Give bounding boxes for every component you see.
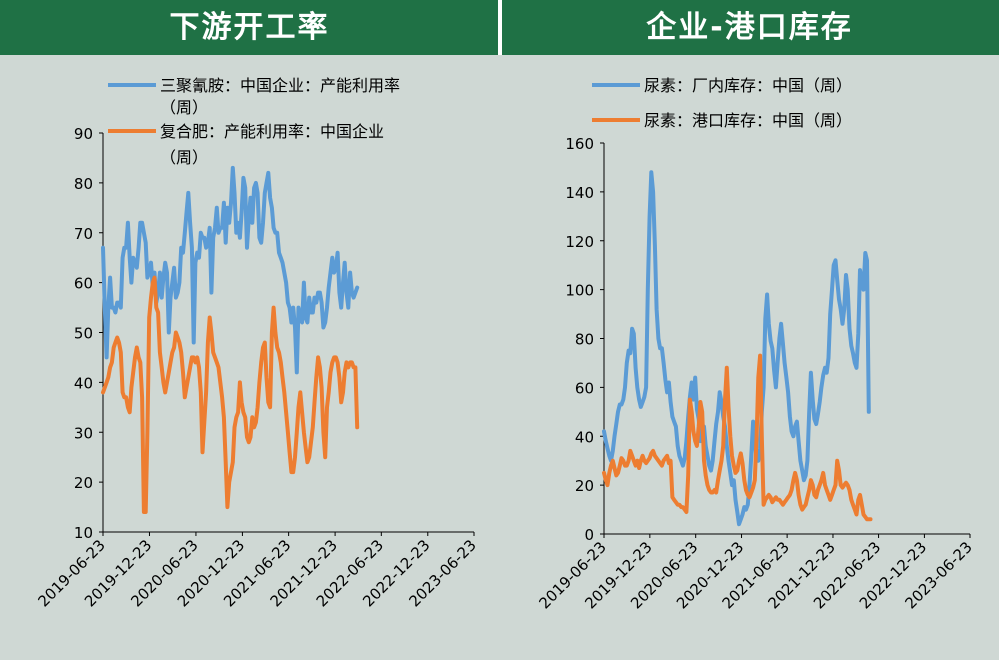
right-legend-label: 尿素：港口库存：中国（周） xyxy=(644,111,852,130)
left-y-tick-label: 60 xyxy=(74,275,93,293)
left-y-tick-label: 20 xyxy=(74,474,93,492)
left-panel-title: 下游开工率 xyxy=(169,10,330,45)
header-divider xyxy=(498,0,502,55)
right-legend-label: 尿素：厂内库存：中国（周） xyxy=(644,76,852,95)
right-y-tick-label: 20 xyxy=(575,477,594,495)
right-y-tick-label: 160 xyxy=(565,135,594,153)
right-y-tick-label: 100 xyxy=(565,282,594,300)
left-y-tick-label: 80 xyxy=(74,175,93,193)
left-y-tick-label: 30 xyxy=(74,424,93,442)
left-legend-label: 三聚氰胺：中国企业：产能利用率 xyxy=(160,76,400,95)
left-chart: 1020304050607080902019-06-232019-12-2320… xyxy=(34,76,479,610)
left-legend-label: 复合肥：产能利用率：中国企业 xyxy=(160,122,384,141)
right-y-tick-label: 40 xyxy=(575,428,594,446)
right-panel-title: 企业-港口库存 xyxy=(646,10,853,45)
left-series-line-2 xyxy=(101,275,360,514)
right-y-tick-label: 80 xyxy=(575,331,594,349)
left-y-tick-label: 50 xyxy=(74,325,93,343)
left-y-tick-label: 70 xyxy=(74,225,93,243)
right-series-line-2 xyxy=(602,353,873,522)
left-y-tick-label: 40 xyxy=(74,374,93,392)
right-y-tick-label: 140 xyxy=(565,184,594,202)
left-y-tick-label: 90 xyxy=(74,125,93,143)
left-legend-label: （周） xyxy=(160,98,208,117)
right-series-line-1 xyxy=(602,170,871,527)
right-chart: 0204060801001201401602019-06-232019-12-2… xyxy=(535,76,975,612)
left-y-tick-label: 10 xyxy=(74,524,93,542)
right-y-tick-label: 60 xyxy=(575,379,594,397)
left-legend-label: （周） xyxy=(160,148,208,167)
right-y-tick-label: 0 xyxy=(584,526,594,544)
left-series-line-1 xyxy=(101,165,360,375)
right-y-tick-label: 120 xyxy=(565,233,594,251)
